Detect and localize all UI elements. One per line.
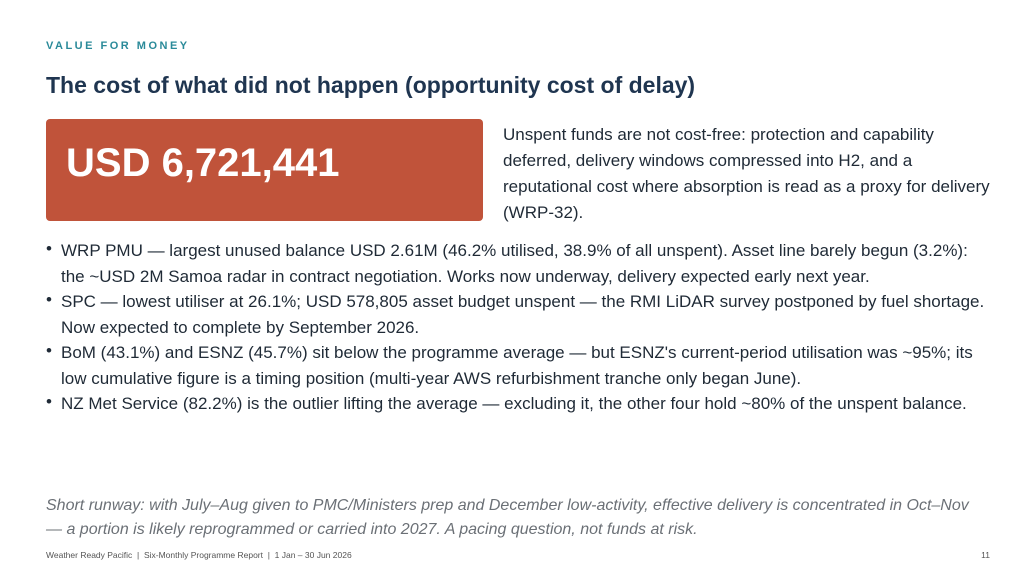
page-number: 11	[981, 550, 990, 560]
bullet: NZ Met Service (82.2%) is the outlier li…	[46, 389, 986, 417]
footer: Weather Ready Pacific | Six-Monthly Prog…	[46, 550, 352, 560]
callout-box: USD 6,721,441	[46, 119, 483, 221]
slide-title: The cost of what did not happen (opportu…	[46, 72, 696, 98]
bullet: WRP PMU — largest unused balance USD 2.6…	[46, 236, 986, 289]
callout-value: USD 6,721,441	[66, 141, 340, 185]
callout-text: Unspent funds are not cost-free: protect…	[503, 125, 990, 222]
bullet: BoM (43.1%) and ESNZ (45.7%) sit below t…	[46, 338, 986, 391]
eyebrow: VALUE FOR MONEY	[46, 40, 190, 52]
bullet-list: WRP PMU — largest unused balance USD 2.6…	[46, 236, 986, 417]
note: Short runway: with July–Aug given to PMC…	[46, 497, 969, 538]
bullet: SPC — lowest utiliser at 26.1%; USD 578,…	[46, 287, 986, 340]
